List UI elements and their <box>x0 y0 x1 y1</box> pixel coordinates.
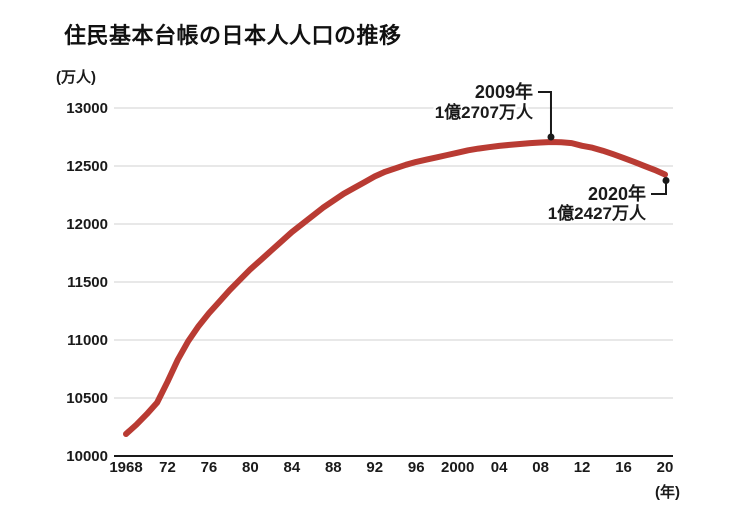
annotation-dot-2009 <box>547 133 555 141</box>
annotation-dot-2020 <box>662 176 670 184</box>
annotation-value-2020: 1億2427万人 <box>548 203 647 223</box>
population-line <box>123 139 668 437</box>
x-tick-label-08: 08 <box>532 459 549 476</box>
x-tick-label-12: 12 <box>574 459 591 476</box>
x-tick-label-92: 92 <box>366 459 383 476</box>
x-tick-label-2000: 2000 <box>441 459 474 476</box>
y-tick-label-10000: 10000 <box>66 448 108 465</box>
y-tick-label-12500: 12500 <box>66 158 108 175</box>
y-tick-label-10500: 10500 <box>66 390 108 407</box>
x-tick-label-96: 96 <box>408 459 425 476</box>
x-tick-label-72: 72 <box>159 459 176 476</box>
x-tick-label-80: 80 <box>242 459 259 476</box>
annotation-value-2009: 1億2707万人 <box>435 102 534 122</box>
x-tick-label-84: 84 <box>284 459 301 476</box>
annotation-callout-line-2020 <box>651 183 667 195</box>
x-tick-label-76: 76 <box>201 459 218 476</box>
y-tick-label-11000: 11000 <box>67 332 108 349</box>
x-tick-label-20: 20 <box>657 459 674 476</box>
x-tick-label-16: 16 <box>615 459 632 476</box>
x-axis-unit-label: (年) <box>655 484 680 501</box>
annotation-year-2009: 2009年 <box>475 81 533 102</box>
annotation-year-2020: 2020年 <box>588 183 646 204</box>
chart-title: 住民基本台帳の日本人人口の推移 <box>64 23 402 48</box>
y-tick-label-12000: 12000 <box>66 216 108 233</box>
y-tick-label-11500: 11500 <box>67 274 108 291</box>
y-tick-label-13000: 13000 <box>66 100 108 117</box>
x-tick-label-1968: 1968 <box>109 459 142 476</box>
annotation-callout-line-2009 <box>537 91 552 134</box>
x-tick-label-04: 04 <box>491 459 508 476</box>
y-axis-unit-label: (万人) <box>56 69 96 86</box>
x-tick-label-88: 88 <box>325 459 342 476</box>
